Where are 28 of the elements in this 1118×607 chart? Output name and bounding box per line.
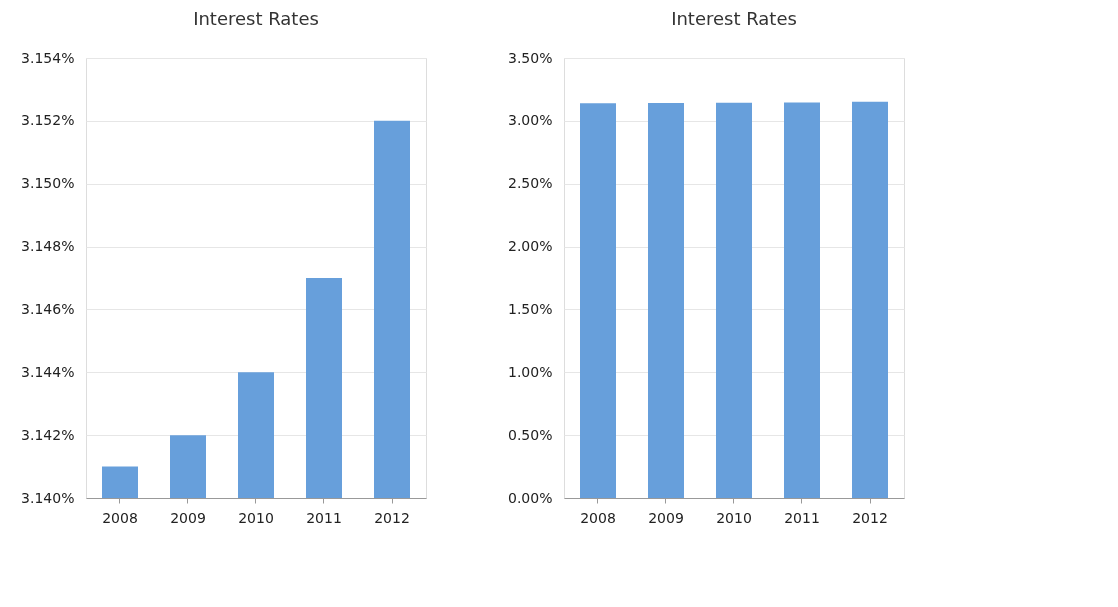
y-tick-label: 3.150% (21, 175, 75, 192)
x-tick-label: 2010 (716, 509, 752, 526)
x-tick-label: 2009 (648, 509, 684, 526)
chart-title: Interest Rates (193, 8, 319, 29)
x-tick-label: 2012 (852, 509, 888, 526)
y-tick-label: 3.154% (21, 49, 75, 66)
chart-title: Interest Rates (671, 8, 797, 29)
x-tick-label: 2012 (374, 509, 410, 526)
y-tick-label: 3.146% (21, 300, 75, 317)
x-tick-label: 2009 (170, 509, 206, 526)
y-tick-label: 1.00% (508, 363, 553, 380)
y-tick-label: 2.50% (508, 175, 553, 192)
y-tick-label: 3.00% (508, 112, 553, 129)
y-tick-label: 2.00% (508, 238, 553, 255)
y-tick-label: 3.142% (21, 426, 75, 443)
y-tick-label: 3.144% (21, 363, 75, 380)
y-tick-label: 1.50% (508, 300, 553, 317)
y-tick-label: 0.50% (508, 426, 553, 443)
x-tick-label: 2010 (238, 509, 274, 526)
x-tick-label: 2011 (784, 509, 820, 526)
y-tick-label: 3.140% (21, 489, 75, 506)
x-tick-label: 2008 (102, 509, 138, 526)
y-tick-label: 3.50% (508, 49, 553, 66)
y-tick-label: 3.152% (21, 112, 75, 129)
x-tick-label: 2008 (580, 509, 616, 526)
x-tick-label: 2011 (306, 509, 342, 526)
y-tick-label: 0.00% (508, 489, 553, 506)
y-tick-label: 3.148% (21, 238, 75, 255)
